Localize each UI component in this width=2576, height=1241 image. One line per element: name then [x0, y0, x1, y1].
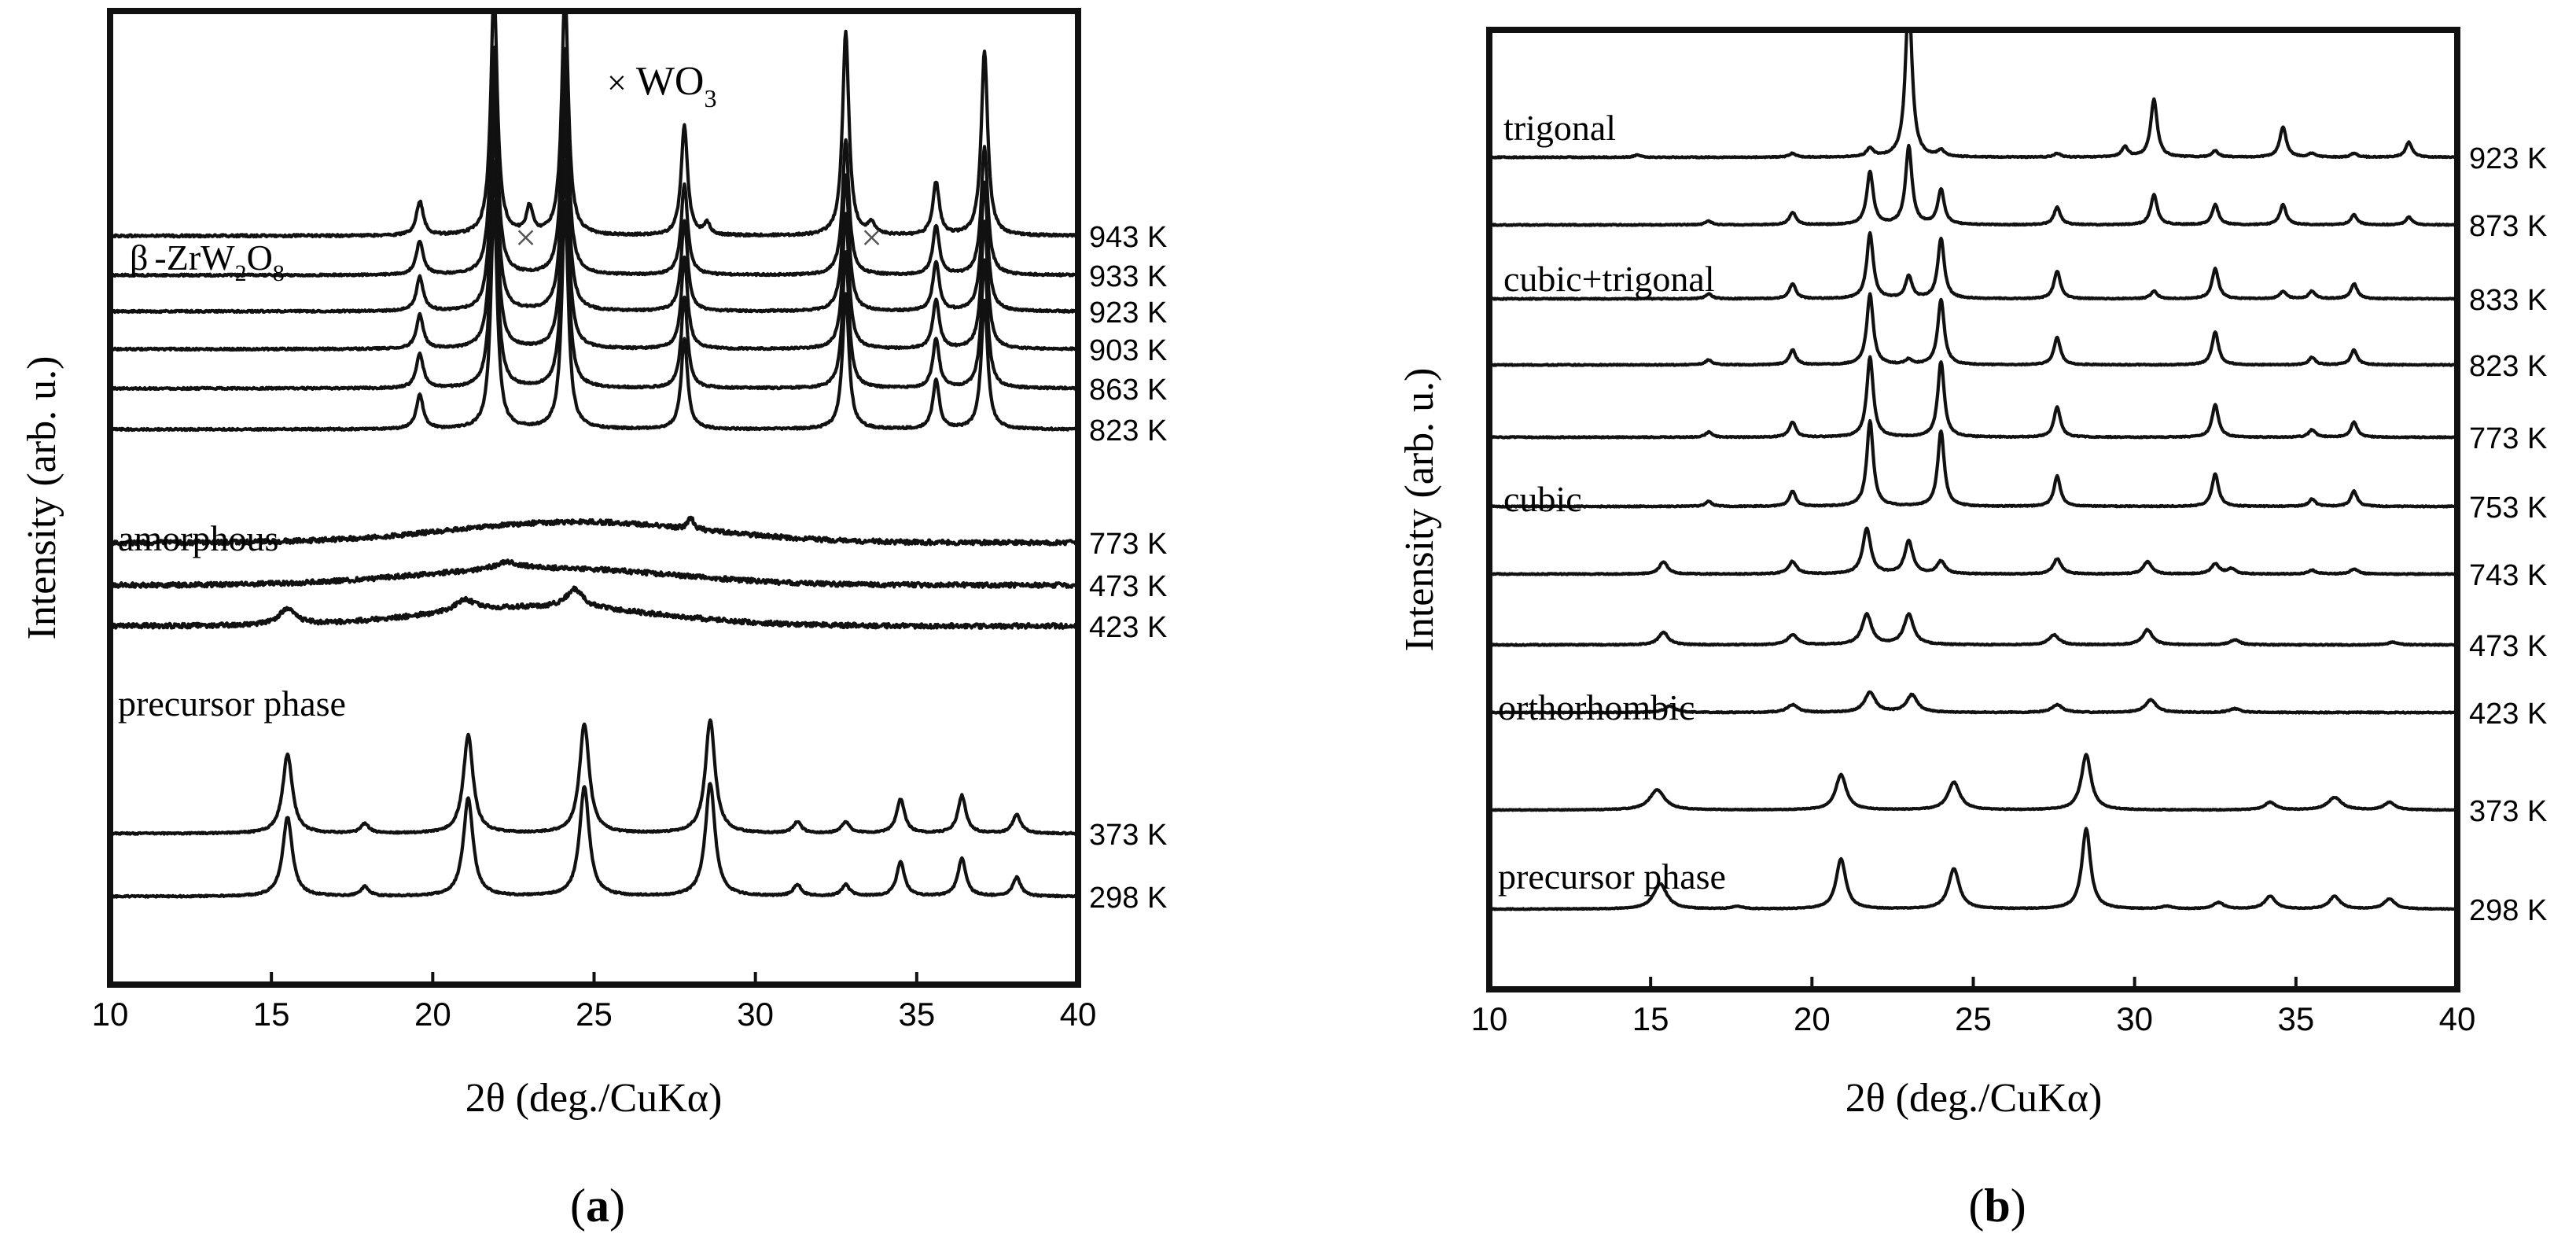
series-line-863-k: [110, 160, 1078, 392]
series-label-473-k: 473 K: [1089, 570, 1167, 603]
series-line-423-k: [1489, 690, 2457, 715]
x-tick-label: 30: [2116, 1000, 2153, 1037]
series-line-923-k: [110, 83, 1078, 315]
series-line-298-k: [110, 782, 1078, 899]
series-label-298-k: 298 K: [1089, 882, 1167, 915]
series-label-923-k: 923 K: [1089, 296, 1167, 330]
series-line-373-k: [110, 718, 1078, 836]
panel-a-xaxis: 10 15 20 25 30 35 40: [92, 972, 1097, 1033]
series-line-373-k: [1489, 753, 2457, 812]
series-line-823-k: [1489, 292, 2457, 367]
series-label-833-k: 833 K: [2469, 284, 2547, 317]
series-line-833-k: [1489, 230, 2457, 301]
x-tick-label: 40: [1060, 996, 1097, 1033]
series-line-473-k: [1489, 612, 2457, 647]
panel-a-beta-label: β -ZrW2O8: [130, 238, 285, 286]
wo3-marker-2: ×: [861, 217, 882, 259]
series-label-753-k: 753 K: [2469, 492, 2547, 525]
series-label-823-k: 823 K: [2469, 350, 2547, 383]
panel-b-precursor-label: precursor phase: [1498, 856, 1726, 897]
series-line-903-k: [110, 120, 1078, 352]
beta-symbol: β: [130, 238, 148, 278]
series-line-773-k: [1489, 355, 2457, 440]
series-line-423-k: [110, 585, 1078, 630]
panel-b-series: 923 K 873 K 833 K 823 K 773 K 753 K 743 K 473 K…: [1489, 30, 2547, 927]
series-label-773-k: 773 K: [1089, 528, 1167, 561]
series-line-943-k: [110, 11, 1078, 239]
x-tick-label: 15: [1632, 1000, 1669, 1037]
panel-b-label: (b): [1968, 1180, 2026, 1232]
panel-b-orthorhombic-label: orthorhombic: [1498, 687, 1695, 727]
panel-b-cubic-trigonal-label: cubic+trigonal: [1503, 259, 1715, 299]
panel-b-x-axis-title: 2θ (deg./CuKα): [1846, 1076, 2103, 1121]
series-line-923-k: [1489, 30, 2457, 160]
series-line-743-k: [1489, 526, 2457, 576]
panel-b-frame: [1486, 27, 2460, 992]
panel-b-trigonal-label: trigonal: [1503, 108, 1616, 148]
panel-b-cubic-label: cubic: [1503, 479, 1582, 519]
panel-a-amorphous-label: amorphous: [118, 518, 278, 558]
series-label-473-k: 473 K: [2469, 630, 2547, 663]
series-label-933-k: 933 K: [1089, 260, 1167, 293]
x-tick-label: 30: [737, 996, 774, 1033]
series-label-298-k: 298 K: [2469, 894, 2547, 927]
series-line-773-k: [110, 515, 1078, 547]
panel-a-x-axis-title: 2θ (deg./CuKα): [466, 1076, 723, 1121]
panel-a-wo3-legend: × WO3: [607, 59, 716, 112]
series-label-903-k: 903 K: [1089, 334, 1167, 367]
series-label-373-k: 373 K: [2469, 795, 2547, 828]
panel-b: 923 K 873 K 833 K 823 K 773 K 753 K 743 K 473 K…: [1397, 27, 2547, 1232]
series-label-423-k: 423 K: [1089, 611, 1167, 644]
x-tick-label: 10: [92, 996, 129, 1033]
panel-a-frame: [107, 8, 1081, 988]
x-tick-label: 25: [1955, 1000, 1992, 1037]
series-line-933-k: [110, 45, 1078, 278]
series-line-873-k: [1489, 143, 2457, 227]
series-line-823-k: [110, 200, 1078, 433]
series-label-863-k: 863 K: [1089, 374, 1167, 407]
series-line-753-k: [1489, 418, 2457, 509]
x-tick-label: 40: [2439, 1000, 2476, 1037]
wo3-marker-1: ×: [515, 217, 536, 259]
series-label-423-k: 423 K: [2469, 698, 2547, 731]
x-tick-label: 35: [2277, 1000, 2314, 1037]
series-label-823-k: 823 K: [1089, 414, 1167, 447]
panel-a-y-axis-title: Intensity (arb. u.): [20, 355, 64, 639]
series-label-923-k: 923 K: [2469, 142, 2547, 175]
x-tick-label: 20: [1794, 1000, 1831, 1037]
x-tick-label: 35: [898, 996, 935, 1033]
x-tick-label: 10: [1471, 1000, 1508, 1037]
series-label-373-k: 373 K: [1089, 819, 1167, 852]
x-tick-label: 25: [576, 996, 613, 1033]
panel-a-label: (a): [570, 1180, 625, 1232]
series-label-873-k: 873 K: [2469, 210, 2547, 243]
series-label-943-k: 943 K: [1089, 221, 1167, 254]
panel-b-xaxis: 10 15 20 25 30 35 40: [1471, 977, 2476, 1037]
panel-a-precursor-label: precursor phase: [118, 683, 346, 724]
series-label-773-k: 773 K: [2469, 422, 2547, 455]
x-tick-label: 20: [414, 996, 451, 1033]
series-label-743-k: 743 K: [2469, 559, 2547, 592]
series-line-298-k: [1489, 827, 2457, 911]
x-tick-label: 15: [253, 996, 290, 1033]
series-line-473-k: [110, 558, 1078, 589]
panel-b-y-axis-title: Intensity (arb. u.): [1397, 367, 1442, 651]
